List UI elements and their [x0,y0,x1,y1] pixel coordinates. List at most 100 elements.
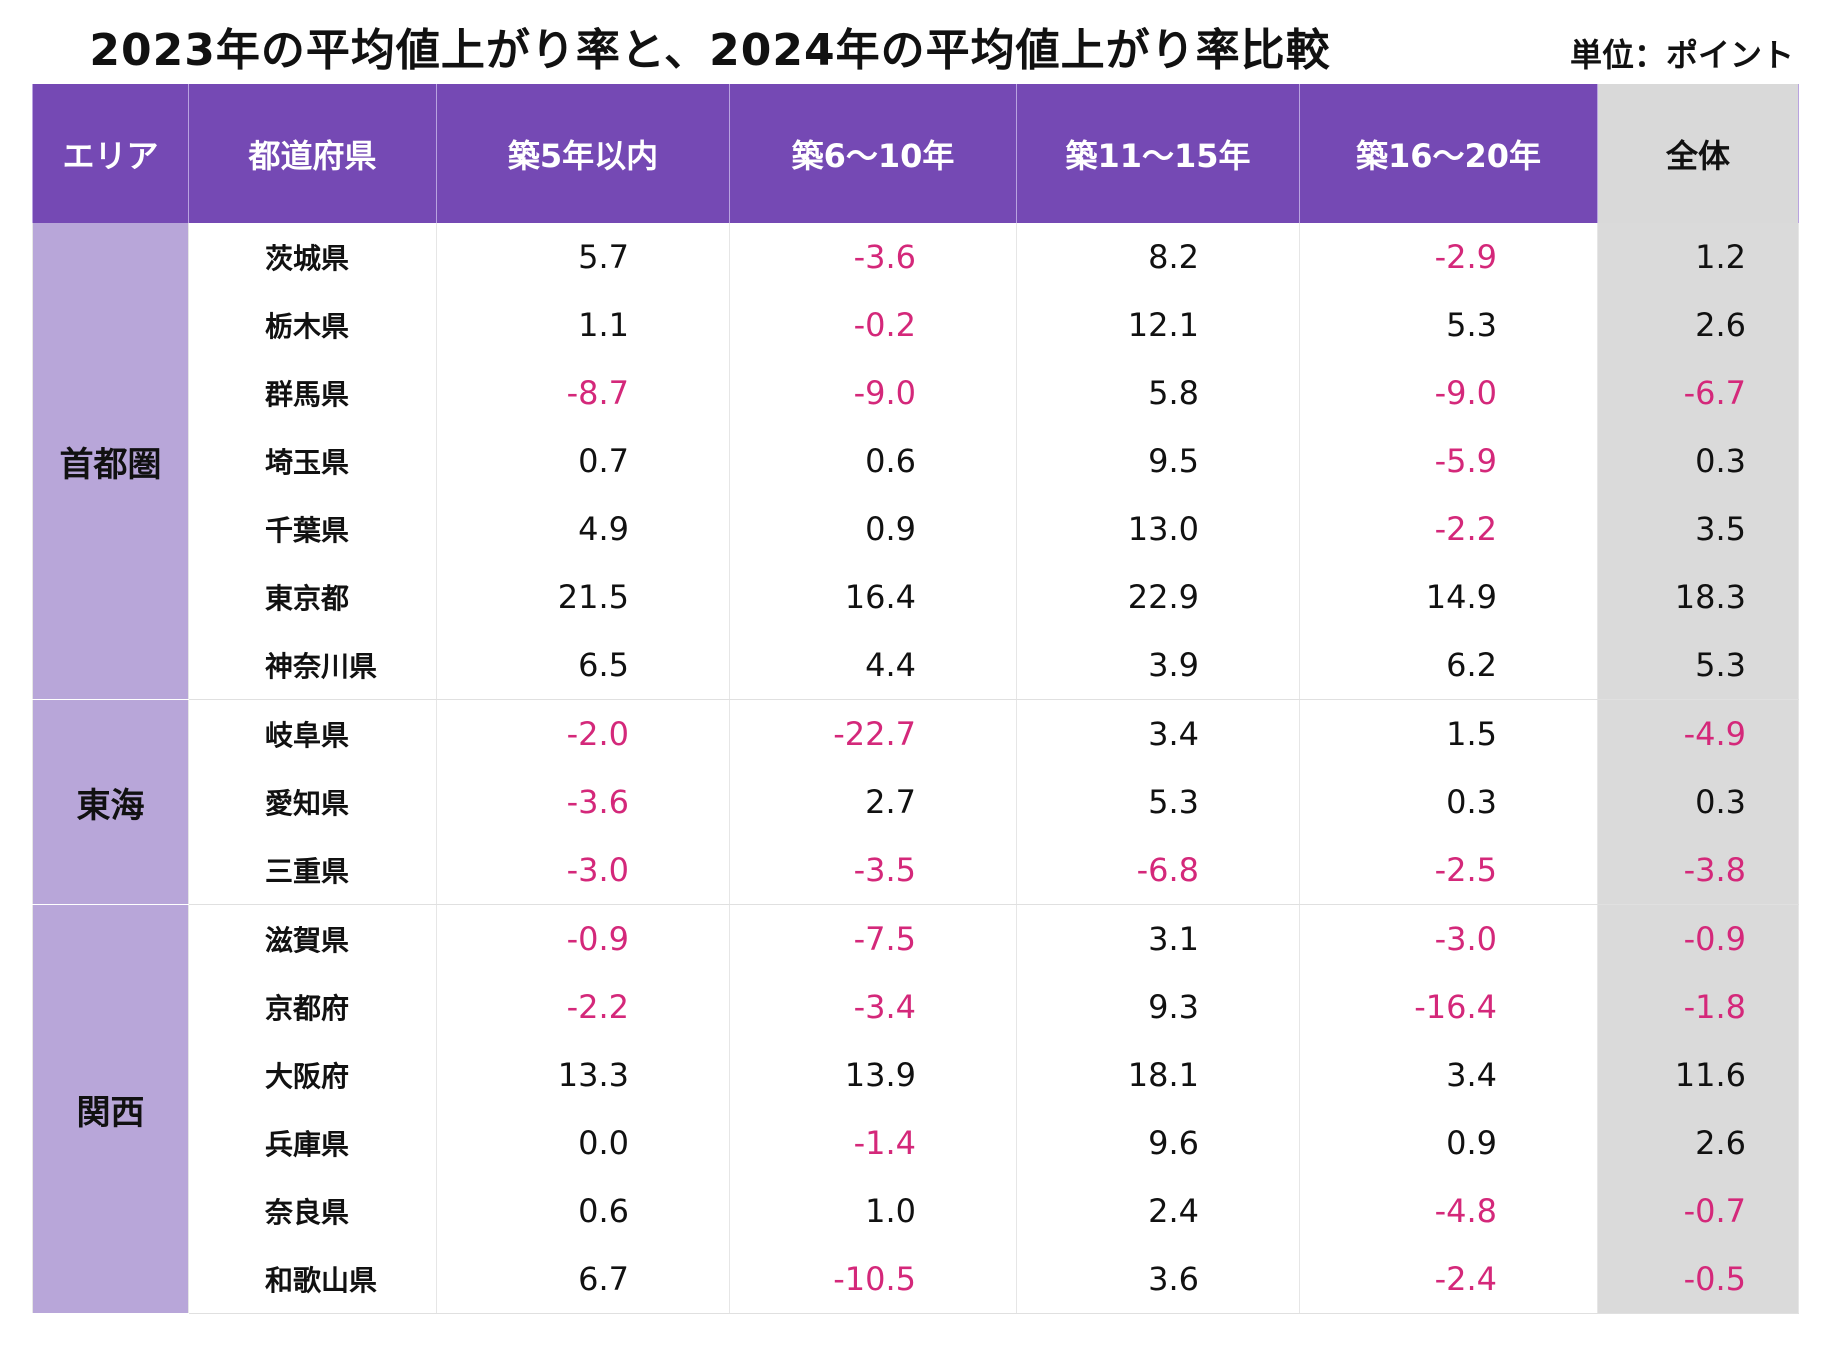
chart-title: 2023年の平均値上がり率と、2024年の平均値上がり率比較 [89,25,1331,76]
value-cell: 0.6 [729,427,1017,495]
value-cell: -7.5 [729,904,1017,973]
value-cell: -10.5 [729,1245,1017,1314]
total-value-cell: 5.3 [1597,631,1799,700]
table-row: 京都府 -2.2 -3.4 9.3 -16.4 -1.8 [33,973,1799,1041]
table-row: 神奈川県 6.5 4.4 3.9 6.2 5.3 [33,631,1799,700]
value-cell: -2.0 [436,699,730,768]
value-cell: 0.3 [1299,768,1598,836]
prefecture-cell: 奈良県 [188,1177,437,1245]
table-row: 栃木県 1.1 -0.2 12.1 5.3 2.6 [33,291,1799,359]
value-cell: -8.7 [436,359,730,427]
prefecture-cell: 東京都 [188,563,437,631]
total-value-cell: 2.6 [1597,1109,1799,1177]
value-cell: 3.4 [1299,1041,1598,1109]
table-row: 関西 滋賀県 -0.9 -7.5 3.1 -3.0 -0.9 [32,904,1799,1314]
value-cell: 16.4 [729,563,1017,631]
value-cell: -4.8 [1299,1177,1598,1245]
value-cell: 6.5 [436,631,730,700]
table-row: 東京都 21.5 16.4 22.9 14.9 18.3 [33,563,1799,631]
total-value-cell: -0.9 [1597,904,1799,973]
table-row: 東海 岐阜県 -2.0 -22.7 3.4 1.5 -4.9 [32,699,1799,905]
table-row: 奈良県 0.6 1.0 2.4 -4.8 -0.7 [33,1177,1799,1245]
prefecture-cell: 茨城県 [188,223,437,291]
prefecture-cell: 大阪府 [188,1041,437,1109]
prefecture-cell: 愛知県 [188,768,437,836]
prefecture-cell: 埼玉県 [188,427,437,495]
value-cell: 13.9 [729,1041,1017,1109]
total-value-cell: 18.3 [1597,563,1799,631]
prefecture-cell: 群馬県 [188,359,437,427]
total-value-cell: -6.7 [1597,359,1799,427]
value-cell: 18.1 [1016,1041,1300,1109]
value-cell: -9.0 [1299,359,1598,427]
total-value-cell: -1.8 [1597,973,1799,1041]
value-cell: 13.3 [436,1041,730,1109]
table-row: 兵庫県 0.0 -1.4 9.6 0.9 2.6 [33,1109,1799,1177]
value-cell: 21.5 [436,563,730,631]
header-prefecture: 都道府県 [188,84,437,223]
value-cell: 13.0 [1016,495,1300,563]
value-cell: 0.7 [436,427,730,495]
value-cell: 9.3 [1016,973,1300,1041]
value-cell: 6.7 [436,1245,730,1314]
prefecture-cell: 神奈川県 [188,631,437,700]
prefecture-cell: 兵庫県 [188,1109,437,1177]
header-row: エリア 都道府県 築5年以内 築6〜10年 築11〜15年 築16〜20年 全体 [32,84,1799,223]
value-cell: 9.5 [1016,427,1300,495]
value-cell: -2.2 [1299,495,1598,563]
total-value-cell: -0.5 [1597,1245,1799,1314]
value-cell: 1.1 [436,291,730,359]
value-cell: 3.1 [1016,904,1300,973]
value-cell: 2.7 [729,768,1017,836]
area-cell: 関西 [32,904,189,1314]
value-cell: 6.2 [1299,631,1598,700]
value-cell: -2.9 [1299,223,1598,291]
table-row: 首都圏 茨城県 5.7 -3.6 8.2 -2.9 1.2 [32,223,1799,700]
value-cell: 14.9 [1299,563,1598,631]
value-cell: 0.6 [436,1177,730,1245]
total-value-cell: 0.3 [1597,427,1799,495]
value-cell: -3.6 [729,223,1017,291]
total-value-cell: 2.6 [1597,291,1799,359]
value-cell: 0.9 [1299,1109,1598,1177]
table-row: 千葉県 4.9 0.9 13.0 -2.2 3.5 [33,495,1799,563]
value-cell: 5.8 [1016,359,1300,427]
value-cell: 1.0 [729,1177,1017,1245]
header-16-20-years: 築16〜20年 [1299,84,1598,223]
table-row: 愛知県 -3.6 2.7 5.3 0.3 0.3 [33,768,1799,836]
header-total: 全体 [1597,84,1799,223]
value-cell: 8.2 [1016,223,1300,291]
table-body: 首都圏 茨城県 5.7 -3.6 8.2 -2.9 1.2 栃木県 1.1 -0.2 12.1 5.3… [32,223,1799,1314]
table-row: 大阪府 13.3 13.9 18.1 3.4 11.6 [33,1041,1799,1109]
value-cell: -3.0 [436,836,730,905]
table-row: 三重県 -3.0 -3.5 -6.8 -2.5 -3.8 [33,836,1799,905]
header-within-5-years: 築5年以内 [436,84,730,223]
total-value-cell: 3.5 [1597,495,1799,563]
total-value-cell: -0.7 [1597,1177,1799,1245]
value-cell: 5.7 [436,223,730,291]
value-cell: 3.6 [1016,1245,1300,1314]
value-cell: -0.2 [729,291,1017,359]
value-cell: 5.3 [1016,768,1300,836]
value-cell: -1.4 [729,1109,1017,1177]
header-6-10-years: 築6〜10年 [729,84,1017,223]
table-row: 群馬県 -8.7 -9.0 5.8 -9.0 -6.7 [33,359,1799,427]
value-cell: 0.9 [729,495,1017,563]
total-value-cell: -3.8 [1597,836,1799,905]
header-11-15-years: 築11〜15年 [1016,84,1300,223]
value-cell: -2.4 [1299,1245,1598,1314]
value-cell: -3.4 [729,973,1017,1041]
prefecture-cell: 和歌山県 [188,1245,437,1314]
value-cell: 5.3 [1299,291,1598,359]
value-cell: -16.4 [1299,973,1598,1041]
prefecture-cell: 千葉県 [188,495,437,563]
value-cell: -2.2 [436,973,730,1041]
value-cell: -3.0 [1299,904,1598,973]
value-cell: 4.9 [436,495,730,563]
total-value-cell: 0.3 [1597,768,1799,836]
value-cell: -5.9 [1299,427,1598,495]
table-row: 埼玉県 0.7 0.6 9.5 -5.9 0.3 [33,427,1799,495]
value-cell: 3.9 [1016,631,1300,700]
value-cell: 22.9 [1016,563,1300,631]
total-value-cell: 1.2 [1597,223,1799,291]
